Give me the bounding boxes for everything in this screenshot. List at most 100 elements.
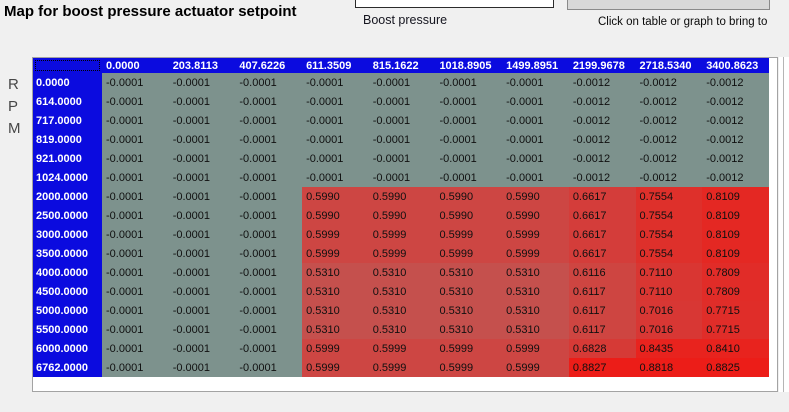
map-cell[interactable]: -0.0012 [569,168,636,187]
map-cell[interactable]: -0.0001 [102,244,169,263]
map-cell[interactable]: 0.6617 [569,187,636,206]
map-cell[interactable]: -0.0012 [569,73,636,92]
map-cell[interactable]: -0.0001 [369,168,436,187]
map-cell[interactable]: -0.0001 [102,358,169,377]
map-cell[interactable]: -0.0001 [169,92,236,111]
row-header-rpm[interactable]: 819.0000 [33,130,102,149]
map-cell[interactable]: -0.0001 [169,149,236,168]
map-cell[interactable]: -0.0001 [169,339,236,358]
map-cell[interactable]: 0.8109 [702,244,769,263]
map-cell[interactable]: -0.0001 [235,168,302,187]
map-cell[interactable]: -0.0001 [169,225,236,244]
map-cell[interactable]: 0.5999 [369,358,436,377]
map-cell[interactable]: 0.5310 [369,320,436,339]
map-cell[interactable]: 0.5310 [502,301,569,320]
map-cell[interactable]: -0.0001 [102,301,169,320]
row-header-rpm[interactable]: 2500.0000 [33,206,102,225]
map-cell[interactable]: -0.0001 [435,130,502,149]
map-cell[interactable]: -0.0012 [569,92,636,111]
map-cell[interactable]: 0.5310 [302,301,369,320]
map-cell[interactable]: -0.0001 [369,92,436,111]
map-cell[interactable]: 0.5999 [302,339,369,358]
map-cell[interactable]: -0.0001 [502,73,569,92]
map-cell[interactable]: 0.7809 [702,282,769,301]
map-cell[interactable]: -0.0001 [302,130,369,149]
map-cell[interactable]: -0.0001 [235,301,302,320]
map-cell[interactable]: -0.0001 [169,301,236,320]
map-cell[interactable]: 0.5999 [435,244,502,263]
map-cell[interactable]: 0.7715 [702,301,769,320]
map-cell[interactable]: -0.0001 [169,130,236,149]
map-cell[interactable]: 0.5310 [302,282,369,301]
map-cell[interactable]: -0.0012 [636,92,703,111]
map-cell[interactable]: 0.5999 [435,339,502,358]
row-header-rpm[interactable]: 6000.0000 [33,339,102,358]
map-cell[interactable]: -0.0012 [569,130,636,149]
map-cell[interactable]: 0.5310 [435,301,502,320]
map-cell[interactable]: 0.6617 [569,244,636,263]
row-header-rpm[interactable]: 5000.0000 [33,301,102,320]
map-cell[interactable]: 0.6117 [569,282,636,301]
map-cell[interactable]: 0.5310 [502,320,569,339]
map-cell[interactable]: 0.5310 [435,263,502,282]
map-cell[interactable]: 0.8825 [702,358,769,377]
row-header-rpm[interactable]: 921.0000 [33,149,102,168]
map-cell[interactable]: 0.5310 [369,263,436,282]
map-cell[interactable]: 0.5990 [435,206,502,225]
map-cell[interactable]: -0.0001 [235,187,302,206]
col-header[interactable]: 203.8113 [169,58,236,73]
map-cell[interactable]: -0.0001 [435,73,502,92]
col-header[interactable]: 2718.5340 [636,58,703,73]
map-cell[interactable]: -0.0001 [235,206,302,225]
map-cell[interactable]: -0.0001 [302,168,369,187]
map-cell[interactable]: 0.7016 [636,301,703,320]
map-cell[interactable]: 0.5990 [302,187,369,206]
row-header-rpm[interactable]: 717.0000 [33,111,102,130]
map-cell[interactable]: 0.8109 [702,225,769,244]
map-cell[interactable]: -0.0001 [102,73,169,92]
map-cell[interactable]: 0.5990 [435,187,502,206]
map-cell[interactable]: 0.5310 [302,320,369,339]
col-header[interactable]: 815.1622 [369,58,436,73]
col-header[interactable]: 407.6226 [235,58,302,73]
map-cell[interactable]: -0.0001 [435,149,502,168]
map-cell[interactable]: -0.0012 [702,168,769,187]
col-header[interactable]: 1018.8905 [435,58,502,73]
col-header[interactable]: 611.3509 [302,58,369,73]
col-header[interactable]: 1499.8951 [502,58,569,73]
map-cell[interactable]: -0.0001 [169,111,236,130]
map-cell[interactable]: 0.5990 [369,206,436,225]
map-cell[interactable]: -0.0001 [502,92,569,111]
map-cell[interactable]: 0.7809 [702,263,769,282]
map-cell[interactable]: -0.0001 [235,225,302,244]
map-cell[interactable]: 0.5999 [435,225,502,244]
map-cell[interactable]: -0.0001 [235,358,302,377]
map-cell[interactable]: 0.7554 [636,244,703,263]
map-cell[interactable]: -0.0001 [102,206,169,225]
col-header[interactable]: 0.0000 [102,58,169,73]
map-cell[interactable]: -0.0001 [235,73,302,92]
map-cell[interactable]: -0.0012 [636,73,703,92]
map-cell[interactable]: 0.6117 [569,320,636,339]
map-cell[interactable]: -0.0001 [102,225,169,244]
top-secondary-field[interactable] [567,0,770,10]
map-cell[interactable]: -0.0001 [102,149,169,168]
map-cell[interactable]: -0.0001 [302,149,369,168]
row-header-rpm[interactable]: 4500.0000 [33,282,102,301]
map-cell[interactable]: -0.0001 [169,187,236,206]
map-cell[interactable]: -0.0012 [702,73,769,92]
map-cell[interactable]: 0.5990 [369,187,436,206]
map-cell[interactable]: -0.0001 [169,282,236,301]
row-header-rpm[interactable]: 3000.0000 [33,225,102,244]
map-cell[interactable]: -0.0012 [702,92,769,111]
map-cell[interactable]: -0.0001 [435,92,502,111]
map-cell[interactable]: 0.5999 [502,339,569,358]
map-cell[interactable]: 0.5310 [369,282,436,301]
map-cell[interactable]: 0.6116 [569,263,636,282]
map-cell[interactable]: 0.5999 [302,244,369,263]
map-cell[interactable]: -0.0001 [102,339,169,358]
map-cell[interactable]: -0.0001 [169,73,236,92]
map-cell[interactable]: -0.0001 [102,282,169,301]
map-cell[interactable]: -0.0012 [702,130,769,149]
map-cell[interactable]: 0.7554 [636,206,703,225]
